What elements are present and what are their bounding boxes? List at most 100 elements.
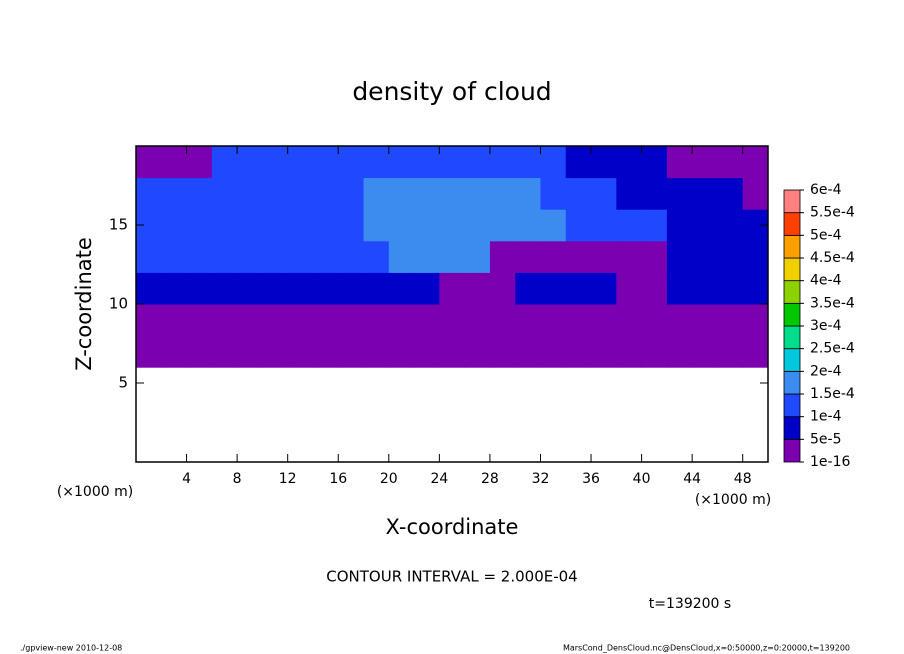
colorbar-box <box>783 189 801 214</box>
cell <box>338 335 365 368</box>
cell <box>211 240 238 273</box>
cell <box>414 304 440 337</box>
cell <box>262 146 289 179</box>
x-tick-label: 28 <box>481 471 499 487</box>
cell <box>211 177 238 210</box>
y-tick-label: 5 <box>118 374 128 392</box>
colorbar-box <box>783 393 801 418</box>
cell <box>136 304 162 337</box>
cell <box>692 209 718 242</box>
cell <box>312 304 339 337</box>
cell <box>439 146 466 179</box>
colorbar-label: 3.5e-4 <box>810 295 855 311</box>
cell <box>641 304 668 337</box>
annotation: CONTOUR INTERVAL = 2.000E-04 <box>326 568 577 586</box>
cell <box>363 304 390 337</box>
cell <box>211 209 238 242</box>
cell <box>363 146 390 179</box>
cell <box>565 335 592 368</box>
cell <box>439 177 466 210</box>
cell <box>616 177 643 210</box>
cell <box>742 146 769 179</box>
cell <box>616 209 643 242</box>
cell <box>414 240 440 273</box>
cell <box>666 272 693 305</box>
cell <box>211 272 238 305</box>
cell <box>616 272 643 305</box>
cell <box>388 209 415 242</box>
chart-title: density of cloud <box>352 77 551 106</box>
cell <box>262 177 289 210</box>
cell <box>717 177 744 210</box>
cell <box>591 240 617 273</box>
cell <box>717 335 744 368</box>
cell <box>388 335 415 368</box>
cell <box>742 177 769 210</box>
cell <box>414 177 440 210</box>
cell <box>338 272 365 305</box>
cell <box>287 335 314 368</box>
footer-left: ./gpview-new 2010-12-08 <box>20 644 122 653</box>
x-tick-label: 4 <box>182 471 191 487</box>
cell <box>363 209 390 242</box>
y-unit-label: (×1000 m) <box>57 484 133 500</box>
colorbar-label: 6e-4 <box>810 182 842 198</box>
colorbar-box <box>783 302 801 327</box>
cell <box>489 240 516 273</box>
cell <box>262 209 289 242</box>
cell <box>692 272 718 305</box>
cell <box>439 335 466 368</box>
cell <box>388 304 415 337</box>
colorbar-box <box>783 325 801 350</box>
cell <box>312 335 339 368</box>
cell <box>414 146 440 179</box>
y-tick-label: 10 <box>109 295 128 313</box>
cell <box>464 335 491 368</box>
cell <box>464 304 491 337</box>
cell <box>489 146 516 179</box>
cell <box>717 146 744 179</box>
x-tick-label: 16 <box>329 471 347 487</box>
cell <box>565 177 592 210</box>
cell <box>742 304 769 337</box>
colorbar-label: 5e-5 <box>810 431 841 447</box>
cell <box>641 146 668 179</box>
cell <box>312 177 339 210</box>
cell <box>692 240 718 273</box>
cell <box>161 272 188 305</box>
colorbar-box <box>783 348 801 372</box>
cell <box>641 240 668 273</box>
cell <box>540 272 567 305</box>
cell <box>591 209 617 242</box>
cell <box>692 146 718 179</box>
cell <box>414 209 440 242</box>
cell <box>515 272 541 305</box>
cell <box>591 146 617 179</box>
colorbar-box <box>783 257 801 282</box>
cell <box>742 272 769 305</box>
cell <box>186 209 213 242</box>
cell <box>287 209 314 242</box>
footer-right: MarsCond_DensCloud.nc@DensCloud,x=0:5000… <box>563 644 850 653</box>
colorbar-label: 1.5e-4 <box>810 386 855 402</box>
cell <box>616 240 643 273</box>
cell <box>363 240 390 273</box>
cell <box>287 146 314 179</box>
cell <box>161 209 188 242</box>
cell <box>565 240 592 273</box>
cell <box>666 146 693 179</box>
cell <box>237 335 263 368</box>
cell <box>515 177 541 210</box>
cell <box>312 209 339 242</box>
cell <box>388 177 415 210</box>
time-label: t=139200 s <box>649 596 731 612</box>
cell <box>666 304 693 337</box>
cell <box>692 177 718 210</box>
cell <box>489 304 516 337</box>
cell <box>161 304 188 337</box>
cell <box>515 240 541 273</box>
cell <box>439 240 466 273</box>
cell <box>186 272 213 305</box>
cell <box>414 335 440 368</box>
cell <box>338 240 365 273</box>
